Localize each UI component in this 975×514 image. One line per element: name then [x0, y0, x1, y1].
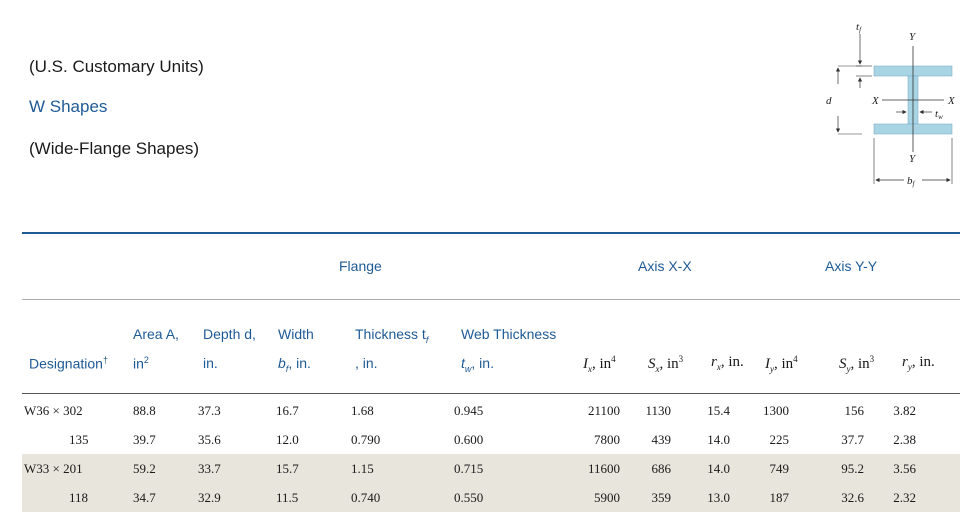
tf-label: tf: [856, 21, 862, 34]
shape-title: W Shapes: [29, 97, 108, 116]
cell-designation: W36 × 302: [24, 403, 83, 418]
shape-subtitle: (Wide-Flange Shapes): [29, 139, 200, 158]
cell-ry: 2.38: [893, 432, 916, 447]
header-width-line1: Width: [278, 326, 314, 342]
header-iy: Iy, in4: [765, 354, 798, 374]
table-row: 135 39.7 35.6 12.0 0.790 0.600 7800 439 …: [22, 425, 960, 454]
x-right-label: X: [947, 95, 956, 107]
cell-thickness: 1.15: [351, 461, 374, 476]
header-ix: Ix, in4: [583, 354, 616, 374]
cell-sy: 156: [844, 403, 865, 418]
cell-designation: 135: [69, 432, 89, 447]
y-bottom-label: Y: [909, 153, 917, 165]
header-sy: Sy, in3: [839, 354, 875, 374]
header-area-line2: in2: [133, 355, 149, 372]
cell-web: 0.550: [454, 490, 484, 505]
bf-label: bf: [907, 175, 916, 188]
cell-web: 0.945: [454, 403, 484, 418]
cell-sx: 359: [651, 490, 672, 505]
w-shape-diagram: tf Y d X X tw Y bf: [826, 21, 956, 188]
cell-web: 0.600: [454, 432, 484, 447]
header-area-line1: Area A,: [133, 326, 179, 342]
header-depth-line2: in.: [203, 355, 218, 371]
cell-width: 12.0: [276, 432, 299, 447]
cell-thickness: 0.790: [351, 432, 381, 447]
header-web-line1: Web Thickness: [461, 326, 557, 342]
cell-depth: 37.3: [198, 403, 221, 418]
table-top-rule: [22, 232, 960, 234]
cell-ix: 11600: [587, 461, 620, 476]
cell-thickness: 1.68: [351, 403, 374, 418]
header-depth-line1: Depth d,: [203, 326, 256, 342]
header-designation: Designation†: [29, 355, 108, 372]
cell-iy: 749: [769, 461, 790, 476]
header-thickness-line2: , in.: [355, 355, 378, 371]
column-header-rule: [22, 393, 960, 394]
cell-width: 16.7: [276, 403, 299, 418]
cell-width: 11.5: [276, 490, 299, 505]
cell-rx: 13.0: [707, 490, 730, 505]
group-flange: Flange: [339, 258, 382, 274]
cell-iy: 187: [769, 490, 790, 505]
cell-iy: 225: [769, 432, 790, 447]
units-title: (U.S. Customary Units): [29, 57, 204, 76]
cell-designation: W33 × 201: [24, 461, 83, 476]
cell-area: 34.7: [133, 490, 156, 505]
cell-sx: 686: [651, 461, 672, 476]
cell-sy: 37.7: [841, 432, 864, 447]
cell-ry: 2.32: [893, 490, 916, 505]
table-row: W36 × 302 88.8 37.3 16.7 1.68 0.945 2110…: [22, 396, 960, 425]
cell-rx: 15.4: [707, 403, 730, 418]
cell-rx: 14.0: [707, 461, 730, 476]
table-row: W33 × 201 59.2 33.7 15.7 1.15 0.715 1160…: [22, 454, 960, 483]
table-row: 118 34.7 32.9 11.5 0.740 0.550 5900 359 …: [22, 483, 960, 512]
y-top-label: Y: [909, 31, 917, 43]
d-label: d: [826, 95, 832, 107]
header-rx: rx, in.: [711, 354, 744, 372]
cell-rx: 14.0: [707, 432, 730, 447]
cell-iy: 1300: [763, 403, 789, 418]
cell-depth: 33.7: [198, 461, 221, 476]
cell-sx: 439: [651, 432, 672, 447]
header-web-line2: tw, in.: [461, 355, 494, 374]
cell-designation: 118: [69, 490, 89, 505]
group-header-rule: [22, 299, 960, 300]
cell-web: 0.715: [454, 461, 484, 476]
cell-ix: 7800: [594, 432, 620, 447]
cell-depth: 35.6: [198, 432, 221, 447]
header-ry: ry, in.: [902, 354, 935, 372]
cell-area: 59.2: [133, 461, 156, 476]
cell-ry: 3.82: [893, 403, 916, 418]
cell-area: 88.8: [133, 403, 156, 418]
cell-thickness: 0.740: [351, 490, 381, 505]
header-thickness-line1: Thickness tf: [355, 326, 429, 345]
cell-ix: 21100: [587, 403, 620, 418]
cell-ix: 5900: [594, 490, 620, 505]
group-axis-xx: Axis X-X: [638, 258, 692, 274]
x-left-label: X: [871, 95, 880, 107]
header-sx: Sx, in3: [648, 354, 684, 374]
header-width-line2: bf, in.: [278, 355, 311, 374]
group-axis-yy: Axis Y-Y: [825, 258, 878, 274]
cell-area: 39.7: [133, 432, 156, 447]
cell-depth: 32.9: [198, 490, 221, 505]
cell-ry: 3.56: [893, 461, 916, 476]
cell-sx: 1130: [645, 403, 671, 418]
cell-sy: 95.2: [841, 461, 864, 476]
cell-width: 15.7: [276, 461, 299, 476]
cell-sy: 32.6: [841, 490, 864, 505]
tw-label: tw: [935, 108, 943, 121]
